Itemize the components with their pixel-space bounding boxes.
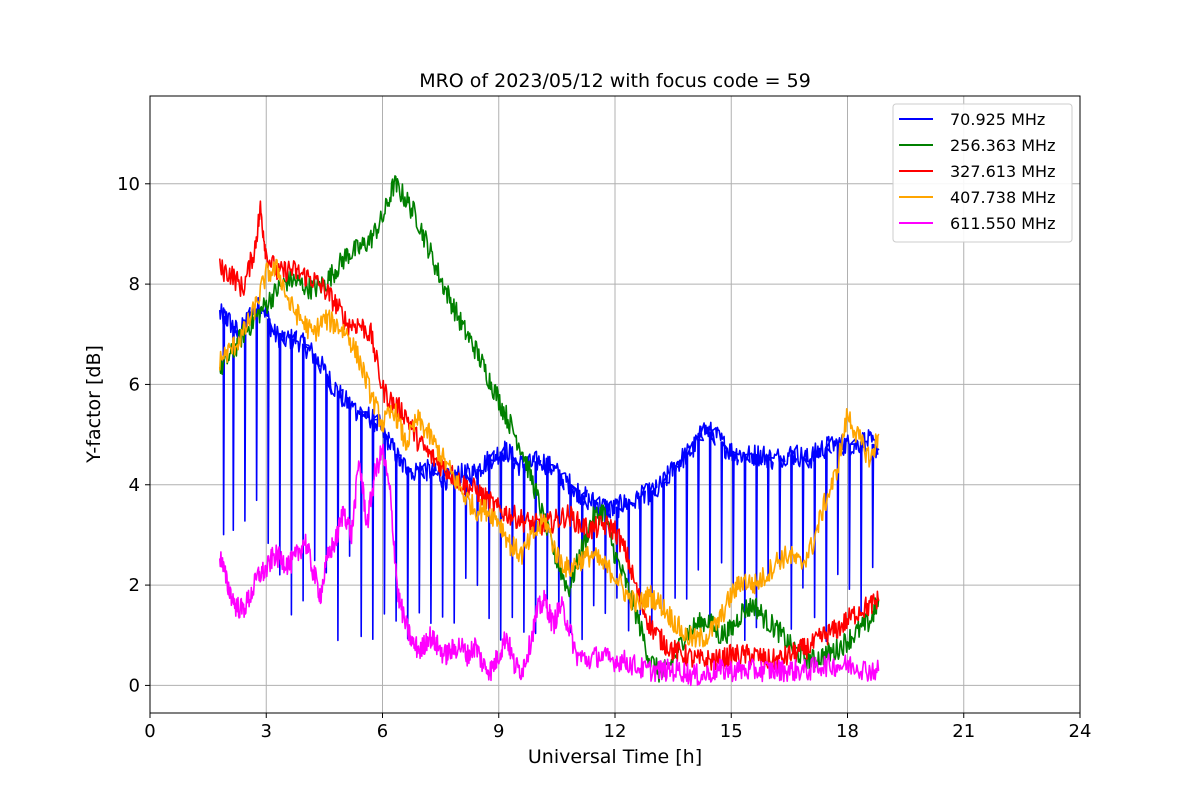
x-tick-label: 0 (144, 721, 155, 742)
legend-label: 407.738 MHz (950, 188, 1055, 207)
x-tick-label: 3 (261, 721, 272, 742)
series-group (219, 175, 880, 687)
y-tick-label: 10 (117, 174, 140, 195)
x-axis-label: Universal Time [h] (528, 746, 702, 768)
chart-title: MRO of 2023/05/12 with focus code = 59 (419, 70, 811, 92)
legend-box (892, 103, 1073, 243)
x-axis-ticks: 0 3 6 9 12 15 18 21 24 (144, 713, 1091, 742)
legend-label: 327.613 MHz (950, 162, 1055, 181)
series-line-3 (219, 258, 880, 648)
x-tick-label: 18 (836, 721, 859, 742)
legend-label: 70.925 MHz (950, 110, 1045, 129)
y-tick-label: 0 (129, 675, 140, 696)
x-tick-label: 15 (720, 721, 743, 742)
legend-label: 256.363 MHz (950, 136, 1055, 155)
chart-legend: 70.925 MHz 256.363 MHz 327.613 MHz 407.738 … (892, 103, 1073, 243)
x-tick-label: 6 (377, 721, 388, 742)
y-tick-label: 2 (129, 575, 140, 596)
y-tick-label: 4 (129, 475, 140, 496)
x-tick-label: 12 (604, 721, 627, 742)
series-line-0 (219, 296, 880, 643)
series-line-4 (219, 443, 880, 687)
legend-label: 611.550 MHz (950, 214, 1055, 233)
x-tick-label: 24 (1069, 721, 1092, 742)
x-tick-label: 9 (493, 721, 504, 742)
y-axis-ticks: 0 2 4 6 8 10 (117, 174, 150, 696)
x-tick-label: 21 (952, 721, 975, 742)
y-axis-label: Y-factor [dB] (83, 345, 105, 464)
y-tick-label: 6 (129, 374, 140, 395)
y-tick-label: 8 (129, 274, 140, 295)
